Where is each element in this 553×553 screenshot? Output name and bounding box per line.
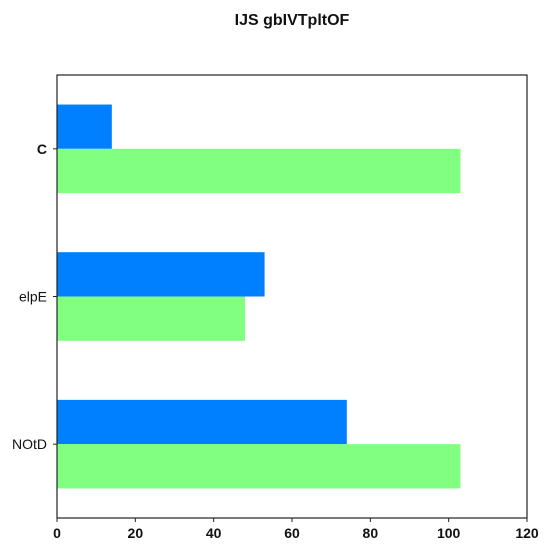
x-tick-label: 60: [284, 525, 300, 541]
bar-s1-elpE: [57, 252, 265, 297]
bar-s1-C: [57, 104, 112, 149]
x-tick-label: 20: [128, 525, 144, 541]
y-tick-label: elpE: [19, 289, 47, 305]
bars-group: [57, 104, 461, 489]
x-tick-label: 0: [53, 525, 61, 541]
bar-s1-NOtD: [57, 399, 347, 445]
x-tick-label: 40: [206, 525, 222, 541]
x-tick-label: 80: [363, 525, 379, 541]
bar-s2-NOtD: [57, 444, 461, 489]
x-axis: 0 20 40 60 80 100 120: [53, 518, 539, 541]
bar-s2-C: [57, 148, 461, 194]
bar-s2-elpE: [57, 296, 245, 341]
x-tick-label: 120: [515, 525, 539, 541]
y-tick-label: NOtD: [12, 436, 47, 452]
x-tick-label: 100: [437, 525, 461, 541]
y-tick-label: C: [37, 141, 47, 157]
chart-title: IJS gbIVTpltOF: [235, 12, 350, 29]
